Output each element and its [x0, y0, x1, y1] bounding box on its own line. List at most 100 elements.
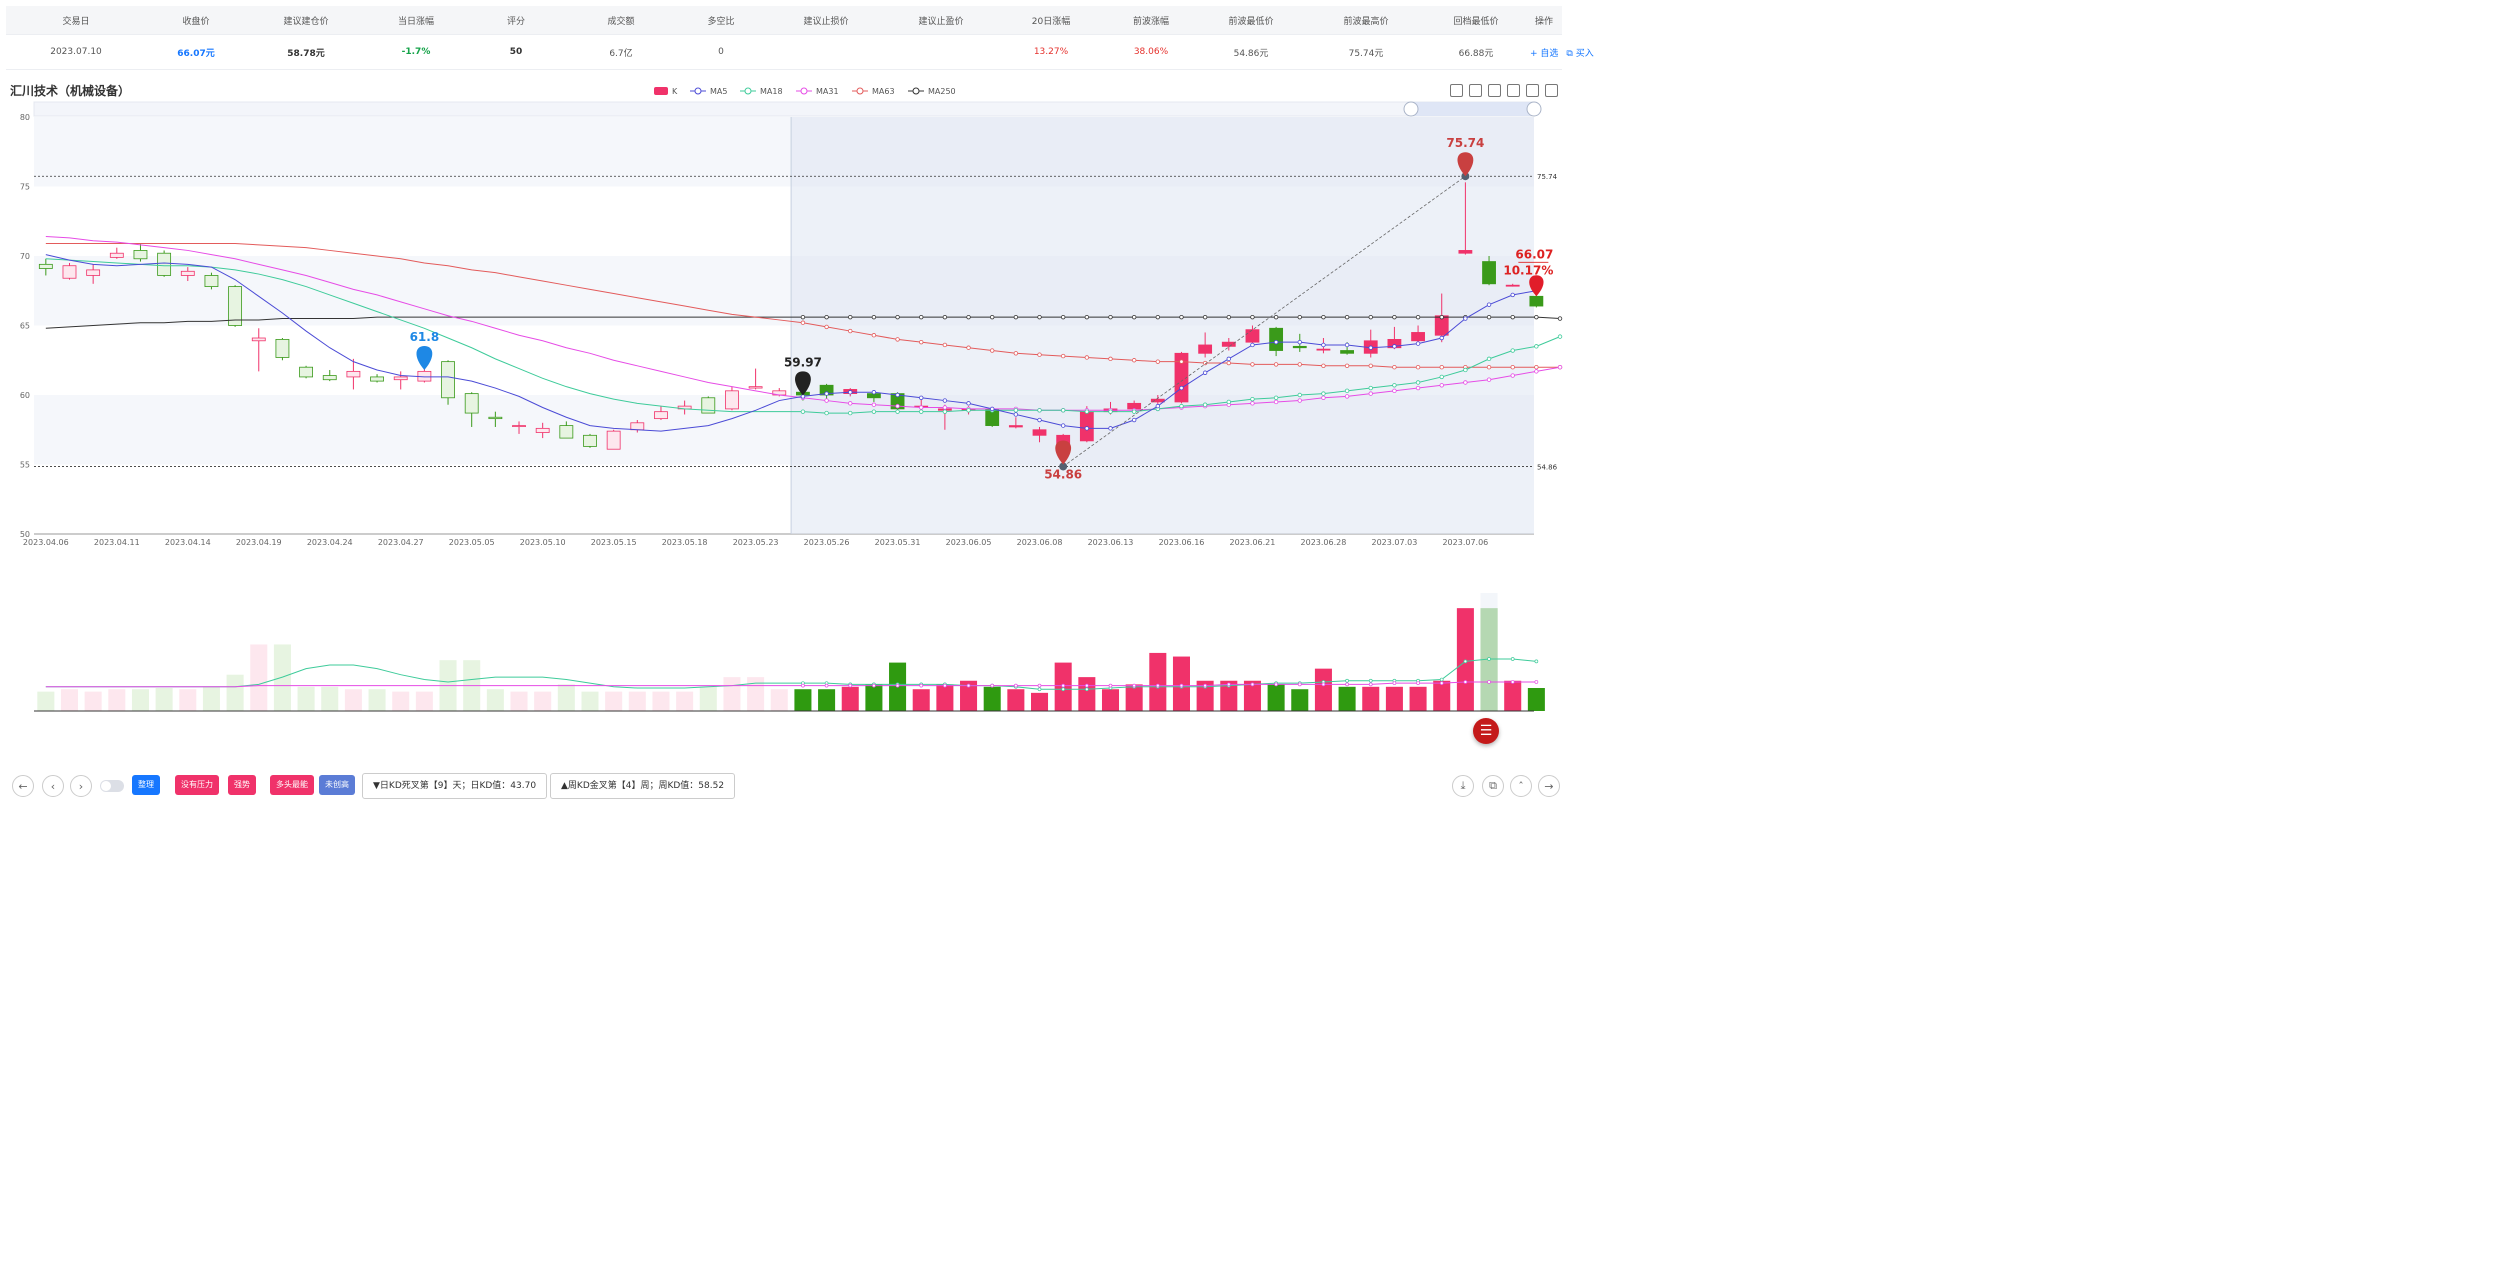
ma250-dot-37 — [919, 314, 924, 320]
candle-body-41 — [1008, 425, 1023, 428]
ma63-dot-57 — [1392, 365, 1397, 370]
prev-button[interactable]: ‹ — [42, 775, 64, 797]
ma250-dot-46 — [1131, 314, 1137, 320]
clear-icon[interactable] — [1526, 84, 1539, 97]
first-button[interactable]: ← — [12, 775, 34, 797]
ma31-dot-33 — [824, 398, 829, 403]
volume-bar-39 — [960, 680, 978, 711]
header-8: 建议止盈价 — [918, 16, 964, 27]
ma18-dot-50 — [1226, 399, 1231, 405]
scroll-up-button[interactable]: ˆ — [1510, 775, 1532, 797]
legend-label-k: K — [672, 87, 678, 96]
cell-wave-gain: 38.06% — [1133, 47, 1169, 57]
kline-chart[interactable]: K MA5 MA18 MA31 MA63 MA250 50 55 60 65 70 75 80 202… — [0, 0, 1568, 760]
volume-ma-b-dot-35 — [872, 683, 876, 688]
header-1: 收盘价 — [182, 16, 210, 27]
copy-button[interactable]: ⧉ — [1482, 775, 1504, 797]
arrow-right-icon: → — [1544, 779, 1554, 793]
tag-3[interactable]: 多头最能 — [270, 775, 314, 795]
ma250-dot-33 — [824, 314, 829, 320]
candle-body-1 — [62, 265, 77, 279]
candle-body-8 — [228, 286, 243, 326]
ma63-dot-51 — [1250, 362, 1255, 367]
chevron-right-icon: › — [78, 779, 84, 793]
ma18-dot-34 — [848, 410, 853, 416]
ma18-dot-57 — [1392, 383, 1397, 388]
ma250-dot-39 — [966, 314, 971, 320]
header-4: 评分 — [506, 16, 525, 27]
zoom-reset-icon[interactable] — [1488, 84, 1501, 97]
volume-bar-11 — [297, 686, 315, 711]
volume-ma-b-dot-49 — [1203, 683, 1207, 688]
download-icon: ⤓ — [1460, 779, 1466, 792]
volume-bar-27 — [676, 691, 694, 711]
x-tick-label-14: 2023.06.08 — [1017, 538, 1063, 547]
ma18-dot-52 — [1273, 395, 1279, 400]
ma5-dot-53 — [1297, 339, 1302, 345]
volume-bar-49 — [1196, 680, 1214, 711]
download-button[interactable]: ⤓ — [1452, 775, 1474, 797]
ma18-dot-60 — [1463, 367, 1468, 373]
candle-body-0 — [38, 263, 53, 269]
ma5-dot-35 — [871, 390, 877, 395]
zoom-slider[interactable] — [33, 101, 1542, 117]
download-icon[interactable] — [1545, 84, 1558, 97]
legend-k-swatch — [654, 87, 668, 95]
ma63-dot-55 — [1344, 363, 1350, 369]
next-stock-button[interactable]: → — [1538, 775, 1560, 797]
x-tick-label-18: 2023.06.28 — [1301, 538, 1347, 547]
ma18-dot-39 — [966, 408, 971, 413]
x-tick-label-1: 2023.04.11 — [94, 538, 140, 547]
tag-1[interactable]: 没有压力 — [175, 775, 219, 795]
volume-bar-13 — [344, 689, 362, 711]
ma250-dot-41 — [1013, 314, 1019, 320]
ma250-dot-38 — [942, 314, 948, 320]
ma18-dot-43 — [1060, 408, 1066, 413]
x-tick-label-20: 2023.07.06 — [1442, 538, 1488, 547]
ma31-dot-54 — [1321, 395, 1326, 400]
next-button[interactable]: › — [70, 775, 92, 797]
volume-ma-a-dot-60 — [1463, 659, 1468, 664]
volume-bar-41 — [1007, 689, 1025, 711]
ma5-dot-34 — [848, 390, 853, 395]
y-tick-label-5: 75 — [20, 183, 30, 192]
ma250-dot-34 — [848, 314, 853, 320]
cell-ratio: 0 — [718, 47, 724, 57]
volume-bar-9 — [250, 644, 268, 711]
ma31-dot-53 — [1297, 398, 1302, 403]
volume-bar-24 — [605, 691, 623, 711]
volume-bar-58 — [1409, 686, 1427, 711]
buy-button[interactable]: ⧉ 买入 — [1566, 49, 1593, 59]
zoom-icon[interactable] — [1469, 84, 1482, 97]
x-tick-label-12: 2023.05.31 — [875, 538, 921, 547]
volume-ma-b-dot-56 — [1368, 682, 1373, 687]
restore-icon[interactable] — [1450, 84, 1463, 97]
volume-bar-25 — [628, 691, 646, 711]
toggle-switch[interactable] — [100, 780, 124, 792]
x-tick-label-0: 2023.04.06 — [23, 538, 69, 547]
ma18-dot-45 — [1108, 409, 1113, 414]
ma63-dot-53 — [1297, 362, 1302, 367]
zoom-handle-right — [1526, 101, 1542, 117]
brush-icon[interactable] — [1507, 84, 1520, 97]
candle-body-18 — [464, 393, 479, 414]
ma18-dot-37 — [919, 409, 924, 414]
menu-fab-button[interactable]: ☰ — [1473, 718, 1499, 744]
volume-bar-37 — [912, 689, 930, 711]
ma31-dot-36 — [895, 403, 900, 409]
legend-ma5-dot — [694, 87, 702, 95]
tag-4[interactable]: 未创高 — [319, 775, 355, 795]
ma250-dot-51 — [1250, 314, 1255, 320]
volume-bar-34 — [841, 686, 859, 711]
add-watchlist-button[interactable]: + 自选 — [1530, 48, 1559, 59]
tag-0[interactable]: 整理 — [132, 775, 160, 795]
wave-trend-line — [1062, 175, 1466, 467]
volume-ma-a-dot-44 — [1084, 687, 1089, 692]
ma5-dot-42 — [1037, 417, 1042, 423]
tag-2[interactable]: 强势 — [228, 775, 256, 795]
legend-label-ma31: MA31 — [816, 87, 839, 96]
ma18-dot-56 — [1368, 385, 1373, 391]
legend-label-ma18: MA18 — [760, 87, 783, 96]
legend-ma63-dot — [856, 87, 864, 95]
copy-icon: ⧉ — [1489, 779, 1497, 792]
